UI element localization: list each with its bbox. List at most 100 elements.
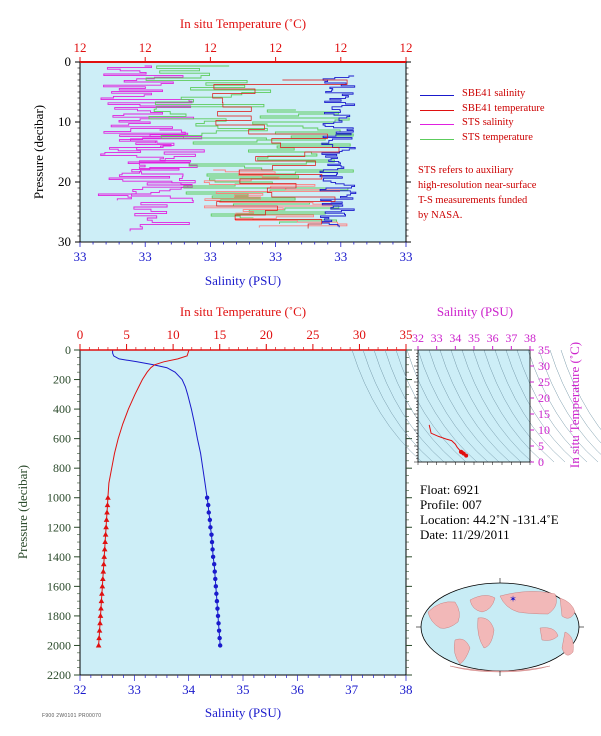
top-panel-temperature-axis-label: In situ Temperature (˚C) bbox=[180, 16, 306, 31]
main-panel-salinity-axis-label: Salinity (PSU) bbox=[205, 705, 281, 720]
isopycnal bbox=[549, 349, 601, 444]
main-pressure-tick-label: 2200 bbox=[47, 668, 71, 682]
sts-note-line: T-S measurements funded bbox=[418, 195, 528, 206]
salinity-point bbox=[208, 525, 213, 530]
isopycnal bbox=[538, 349, 601, 455]
float-id: Float: 6921 bbox=[420, 482, 480, 497]
top-pressure-tick-label: 20 bbox=[58, 174, 71, 189]
top-sal-tick-label: 33 bbox=[400, 249, 413, 264]
ts-isopycnals bbox=[351, 349, 601, 463]
main-pressure-tick-label: 1600 bbox=[47, 579, 71, 593]
legend-swatch-sts-temperature bbox=[420, 138, 454, 140]
isopycnal bbox=[373, 349, 445, 463]
ts-salinity-axis-label: Salinity (PSU) bbox=[437, 304, 513, 319]
top-temp-tick-label: 12 bbox=[204, 40, 217, 55]
salinity-point bbox=[209, 532, 214, 537]
main-pressure-tick-label: 400 bbox=[53, 402, 71, 416]
ts-sal-tick-label: 38 bbox=[524, 331, 536, 345]
main-panel: 0 5 10 15 20 25 30 35 32 33 34 35 36 37 38 0 200 400 600 80… bbox=[15, 304, 413, 720]
top-profile-traces bbox=[97, 65, 357, 232]
legend: SBE41 salinity SBE41 temperature STS sal… bbox=[420, 88, 545, 146]
ts-sal-tick-label: 36 bbox=[487, 331, 499, 345]
salinity-point bbox=[216, 621, 221, 626]
isopycnal bbox=[384, 349, 456, 463]
salinity-point bbox=[210, 554, 216, 560]
legend-swatch-sts-salinity bbox=[420, 124, 454, 125]
location: Location: 44.2˚N -131.4˚E bbox=[420, 512, 559, 527]
top-pressure-tick-label: 30 bbox=[58, 234, 71, 249]
temperature-point bbox=[100, 568, 107, 574]
salinity-point bbox=[212, 569, 217, 574]
isopycnal bbox=[395, 349, 467, 463]
isopycnal bbox=[527, 349, 599, 463]
legend-swatch-sbe41-temperature bbox=[420, 109, 454, 111]
main-panel-temperature-axis-label: In situ Temperature (˚C) bbox=[180, 304, 306, 319]
sts-note-line: by NASA. bbox=[418, 210, 463, 221]
ts-temp-tick-label: 30 bbox=[538, 359, 550, 373]
ts-temp-tick-label: 10 bbox=[538, 423, 550, 437]
main-temp-tick-label: 5 bbox=[123, 327, 130, 342]
sts-note: STS refers to auxiliary high-resolution … bbox=[418, 163, 578, 223]
ts-temp-tick-label: 0 bbox=[538, 455, 544, 469]
sts-temperature-trace bbox=[145, 65, 272, 141]
ts-sal-tick-label: 37 bbox=[505, 331, 517, 345]
salinity-point bbox=[204, 495, 210, 500]
temperature-point bbox=[102, 539, 108, 545]
date: Date: 11/29/2011 bbox=[420, 527, 510, 542]
isopycnal bbox=[516, 349, 588, 463]
isopycnal bbox=[494, 349, 566, 463]
main-sal-tick-label: 33 bbox=[128, 682, 141, 697]
ts-sal-tick-label: 32 bbox=[412, 331, 424, 345]
top-temp-tick-label: 12 bbox=[400, 40, 413, 55]
temperature-point bbox=[98, 598, 105, 604]
main-pressure-tick-label: 1000 bbox=[47, 491, 71, 505]
salinity-point bbox=[209, 539, 215, 545]
isopycnal bbox=[560, 349, 601, 431]
top-panel: 12 12 12 12 12 12 33 33 33 33 33 33 0 10 20 30 In situ … bbox=[31, 16, 413, 288]
main-sal-tick-label: 36 bbox=[291, 682, 305, 697]
legend-item-sts-temperature: STS temperature bbox=[420, 132, 545, 147]
temperature-point bbox=[98, 605, 104, 611]
isopycnal bbox=[428, 349, 500, 463]
main-pressure-tick-label: 0 bbox=[65, 343, 71, 357]
temperature-point bbox=[96, 635, 102, 641]
main-temp-tick-label: 25 bbox=[306, 327, 319, 342]
ts-sal-tick-label: 35 bbox=[468, 331, 480, 345]
main-pressure-tick-label: 2000 bbox=[47, 638, 71, 652]
sts-note-line: high-resolution near-surface bbox=[418, 180, 537, 191]
main-temp-tick-label: 10 bbox=[167, 327, 180, 342]
legend-item-sbe41-salinity: SBE41 salinity bbox=[420, 88, 545, 103]
sts-note-line: STS refers to auxiliary bbox=[418, 165, 514, 176]
main-pressure-tick-label: 1200 bbox=[47, 520, 71, 534]
ts-temp-tick-label: 15 bbox=[538, 407, 550, 421]
isopycnal bbox=[505, 349, 577, 463]
ts-panel: 32 33 34 35 36 37 38 0 5 10 15 20 25 30 35 Salinity (P… bbox=[351, 304, 601, 469]
main-pressure-tick-label: 600 bbox=[53, 432, 71, 446]
isopycnal bbox=[362, 349, 434, 463]
figure-stamp: F900 2W0101 PR00070 bbox=[42, 713, 102, 719]
top-pressure-tick-label: 10 bbox=[58, 114, 71, 129]
main-sal-tick-label: 38 bbox=[400, 682, 413, 697]
top-temp-tick-label: 12 bbox=[269, 40, 282, 55]
ts-temp-tick-label: 20 bbox=[538, 391, 550, 405]
temperature-point bbox=[97, 620, 103, 626]
legend-label: SBE41 salinity bbox=[462, 88, 526, 99]
temperature-point bbox=[104, 509, 110, 515]
top-temp-tick-label: 12 bbox=[74, 40, 87, 55]
salinity-point bbox=[215, 613, 221, 619]
salinity-point bbox=[214, 591, 219, 596]
top-sal-tick-label: 33 bbox=[334, 249, 347, 264]
salinity-point bbox=[214, 598, 220, 604]
ts-point bbox=[464, 453, 469, 458]
ts-trace bbox=[428, 424, 469, 458]
isopycnal bbox=[450, 349, 522, 463]
ts-temp-tick-label: 25 bbox=[538, 375, 550, 389]
legend-label: STS salinity bbox=[462, 117, 514, 128]
temperature-point bbox=[97, 612, 104, 618]
main-pressure-tick-label: 1800 bbox=[47, 609, 71, 623]
temperature-point bbox=[102, 531, 109, 537]
main-panel-pressure-axis-label: Pressure (decibar) bbox=[15, 465, 30, 559]
top-panel-pressure-axis-label: Pressure (decibar) bbox=[31, 105, 46, 199]
main-profile-traces bbox=[95, 349, 223, 648]
